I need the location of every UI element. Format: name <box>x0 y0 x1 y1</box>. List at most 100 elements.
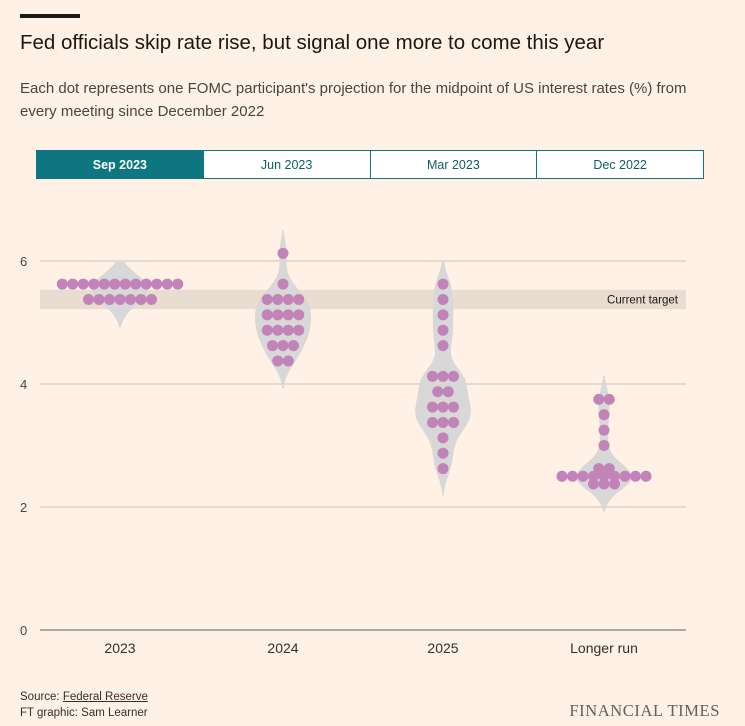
projection-dot <box>437 309 449 321</box>
projection-dot <box>427 401 438 413</box>
projection-dot <box>56 278 68 290</box>
projection-dot <box>427 416 438 428</box>
x-tick-label: 2023 <box>104 640 135 656</box>
source-prefix: Source: <box>20 691 63 703</box>
projection-dot <box>261 324 273 336</box>
projection-dot <box>267 340 278 352</box>
projection-dot <box>293 309 305 321</box>
projection-dot <box>104 293 115 305</box>
tab-jun-2023[interactable]: Jun 2023 <box>203 151 371 178</box>
ft-logo: FINANCIAL TIMES <box>569 701 720 720</box>
projection-dot <box>293 293 305 305</box>
projection-dot <box>437 340 449 352</box>
projection-dot <box>427 370 438 382</box>
projection-dot <box>630 470 641 482</box>
projection-dot <box>437 401 449 413</box>
projection-dot <box>288 340 299 352</box>
projection-dot <box>567 470 578 482</box>
projection-dot <box>437 324 449 336</box>
projection-dot <box>437 416 449 428</box>
chart-headline: Fed officials skip rate rise, but signal… <box>20 31 605 54</box>
y-tick-label: 6 <box>20 254 27 269</box>
source-link[interactable]: Federal Reserve <box>62 691 148 703</box>
projection-dot <box>593 463 605 475</box>
y-tick-label: 4 <box>20 377 27 392</box>
projection-dot <box>172 278 184 290</box>
projection-dot <box>448 401 459 413</box>
source-note: Source: Federal Reserve FT graphic: Sam … <box>20 689 148 721</box>
violin-shapes <box>92 229 632 512</box>
x-axis-labels: 2023 2024 2025 Longer run <box>104 640 637 656</box>
projection-dot <box>109 278 121 290</box>
projection-dot <box>598 478 610 490</box>
tab-sep-2023[interactable]: Sep 2023 <box>37 151 204 178</box>
projection-dot <box>272 324 284 336</box>
projection-dot <box>293 324 305 336</box>
violin-shape <box>92 260 148 328</box>
projection-dot <box>140 278 152 290</box>
projection-dot <box>609 470 620 482</box>
projection-dot <box>598 409 610 421</box>
projection-dot <box>609 478 620 490</box>
projection-dot <box>98 278 110 290</box>
x-tick-label: 2024 <box>267 640 298 656</box>
projection-dot <box>432 386 444 398</box>
gridlines: 0 2 4 6 <box>20 254 686 638</box>
projection-dot <box>272 309 284 321</box>
current-target-band <box>40 289 686 310</box>
projection-dot <box>277 247 289 259</box>
projection-dot <box>119 278 131 290</box>
projection-dot <box>598 424 610 436</box>
projection-dot <box>135 293 147 305</box>
current-target-label: Current target <box>607 294 679 306</box>
projection-dot <box>437 463 449 475</box>
projection-dot <box>88 278 100 290</box>
projection-dot <box>272 355 284 367</box>
y-tick-label: 2 <box>20 500 27 515</box>
projection-dot <box>603 463 615 475</box>
y-tick-label: 0 <box>20 623 27 638</box>
projection-dot <box>593 393 605 405</box>
meeting-tabs: Sep 2023 Jun 2023 Mar 2023 Dec 2022 <box>36 150 704 179</box>
projection-dot <box>556 470 568 482</box>
projection-dot <box>577 470 589 482</box>
projection-dot <box>282 293 294 305</box>
projection-dot <box>277 278 289 290</box>
projection-dot <box>125 293 136 305</box>
projection-dot <box>437 278 449 290</box>
projection-dot <box>437 370 449 382</box>
projection-dot <box>151 278 163 290</box>
projection-dot <box>261 309 273 321</box>
projection-dot <box>437 293 449 305</box>
projection-dot <box>114 293 126 305</box>
projection-dot <box>598 440 610 451</box>
projection-dot <box>437 447 449 459</box>
projection-dots <box>56 247 652 490</box>
projection-dot <box>640 470 652 482</box>
projection-dot <box>277 340 289 352</box>
chart-subtitle: Each dot represents one FOMC participant… <box>20 80 687 120</box>
projection-dot <box>603 393 615 405</box>
projection-dot <box>588 478 599 490</box>
tab-mar-2023[interactable]: Mar 2023 <box>370 151 538 178</box>
projection-dot <box>272 293 284 305</box>
projection-dot <box>282 324 294 336</box>
projection-dot <box>598 470 610 482</box>
projection-dot <box>67 278 79 290</box>
tab-dec-2022[interactable]: Dec 2022 <box>537 151 703 178</box>
projection-dot <box>77 278 89 290</box>
projection-dot <box>282 355 294 367</box>
x-tick-label: 2025 <box>427 640 458 656</box>
x-tick-label: Longer run <box>570 640 638 656</box>
projection-dot <box>448 416 459 428</box>
projection-dot <box>282 309 294 321</box>
dot-plot-chart: 0 2 4 6 Current target 2023 2024 2025 Longer r… <box>20 229 686 656</box>
projection-dot <box>588 470 599 482</box>
projection-dot <box>619 470 631 482</box>
projection-dot <box>130 278 142 290</box>
projection-dot <box>146 293 157 305</box>
projection-dot <box>448 370 459 382</box>
projection-dot <box>93 293 105 305</box>
projection-dot <box>442 386 454 398</box>
top-rule <box>20 14 80 18</box>
